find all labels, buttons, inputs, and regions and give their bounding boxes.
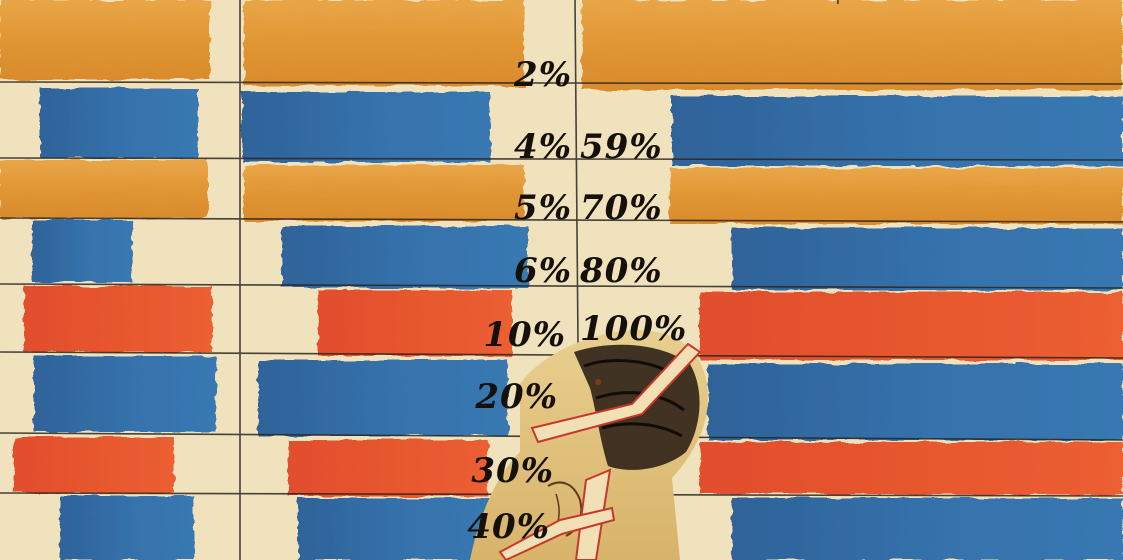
percent-label-70: 70% [580, 188, 663, 228]
percent-label-4: 4% [514, 127, 572, 167]
percent-label-6: 6% [514, 251, 572, 291]
percent-label-59: 59% [580, 127, 663, 167]
percent-label-5: 5% [514, 188, 572, 228]
percent-label-20: 20% [475, 377, 558, 417]
percent-label-100: 100% [580, 309, 688, 349]
bar-left-row1 [0, 0, 210, 80]
percent-label-10: 10% [483, 315, 566, 355]
collage-head-cutout [470, 330, 708, 560]
percent-label-30: 30% [471, 451, 554, 491]
percent-label-40: 40% [467, 507, 550, 547]
percent-label-80: 80% [580, 251, 663, 291]
percent-label-2: 2% [514, 55, 572, 95]
